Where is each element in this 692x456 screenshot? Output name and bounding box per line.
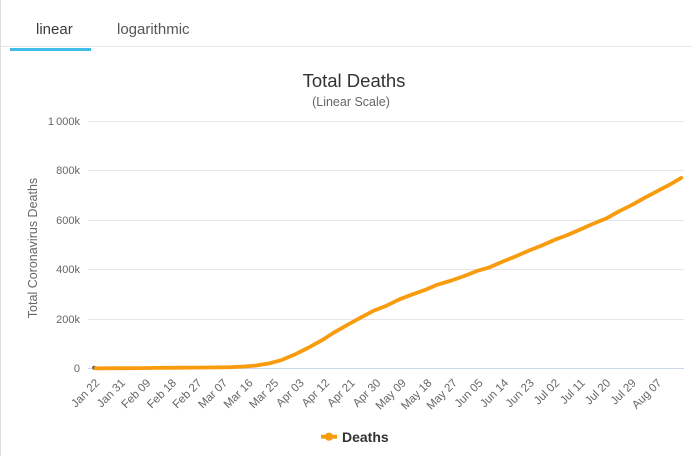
svg-text:Jul 02: Jul 02 [532,377,562,407]
svg-text:Jun 23: Jun 23 [504,377,537,410]
svg-text:Apr 21: Apr 21 [325,377,357,409]
svg-text:Jul 20: Jul 20 [583,377,613,407]
svg-text:Apr 12: Apr 12 [300,377,332,409]
svg-text:Apr 03: Apr 03 [274,377,306,409]
svg-text:Jul 11: Jul 11 [558,377,588,407]
svg-text:Mar 25: Mar 25 [247,377,281,411]
